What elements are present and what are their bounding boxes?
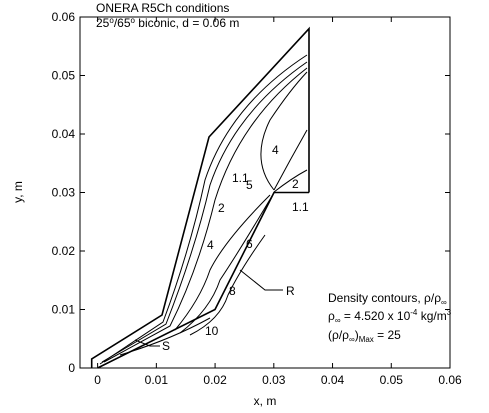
contour-label: 4: [207, 238, 214, 252]
y-tick-label: 0.04: [52, 127, 76, 141]
contour-label: 6: [246, 237, 253, 251]
y-tick-label: 0.05: [52, 69, 76, 83]
y-tick-label: 0: [68, 361, 75, 375]
contour-line: [101, 61, 308, 363]
contour-line: [179, 195, 273, 334]
region-marker: R: [286, 284, 295, 298]
contour-line: [260, 71, 308, 191]
contour-line: [189, 234, 266, 336]
x-tick-label: 0.05: [380, 373, 404, 387]
contour-line: [119, 317, 211, 356]
contour-line: [174, 194, 271, 331]
y-tick-label: 0.06: [52, 10, 76, 24]
body-outline: [97, 191, 309, 369]
x-tick-label: 0.06: [438, 373, 462, 387]
y-axis-label: y, m: [11, 181, 25, 203]
leader-line: [239, 269, 283, 291]
contour-label: 1.1: [232, 171, 249, 185]
x-tick-label: 0.04: [321, 373, 345, 387]
contour-label: 4: [272, 143, 279, 157]
contour-label: 2: [218, 201, 225, 215]
x-axis-label: x, m: [254, 394, 277, 408]
contour-line: [99, 54, 308, 365]
leader-line: [134, 339, 160, 347]
y-tick-label: 0.01: [52, 303, 76, 317]
contour-label: 10: [205, 324, 219, 338]
legend-text: (ρ/ρ∞)Max = 25: [328, 328, 401, 344]
contour-label: 1.1: [292, 200, 309, 214]
x-tick-label: 0: [94, 373, 101, 387]
domain-outline: [90, 26, 310, 368]
y-tick-label: 0.02: [52, 244, 76, 258]
chart-title: ONERA R5Ch conditions: [96, 1, 229, 15]
contour-label: 2: [292, 177, 299, 191]
y-tick-label: 0.03: [52, 186, 76, 200]
legend-text: Density contours, ρ/ρ∞: [328, 291, 447, 307]
contour-line: [273, 129, 308, 191]
x-tick-label: 0.01: [145, 373, 169, 387]
contour-label: 8: [229, 284, 236, 298]
x-tick-label: 0.02: [203, 373, 227, 387]
region-marker: S: [162, 339, 170, 353]
chart-subtitle: 25o/65o biconic, d = 0.06 m: [96, 16, 239, 30]
legend-text: ρ∞ = 4.520 x 10-4 kg/m3: [328, 308, 452, 325]
contour-label: 5: [246, 178, 253, 192]
contour-line: [103, 67, 308, 363]
contour-line: [273, 169, 308, 193]
x-tick-label: 0.03: [262, 373, 286, 387]
